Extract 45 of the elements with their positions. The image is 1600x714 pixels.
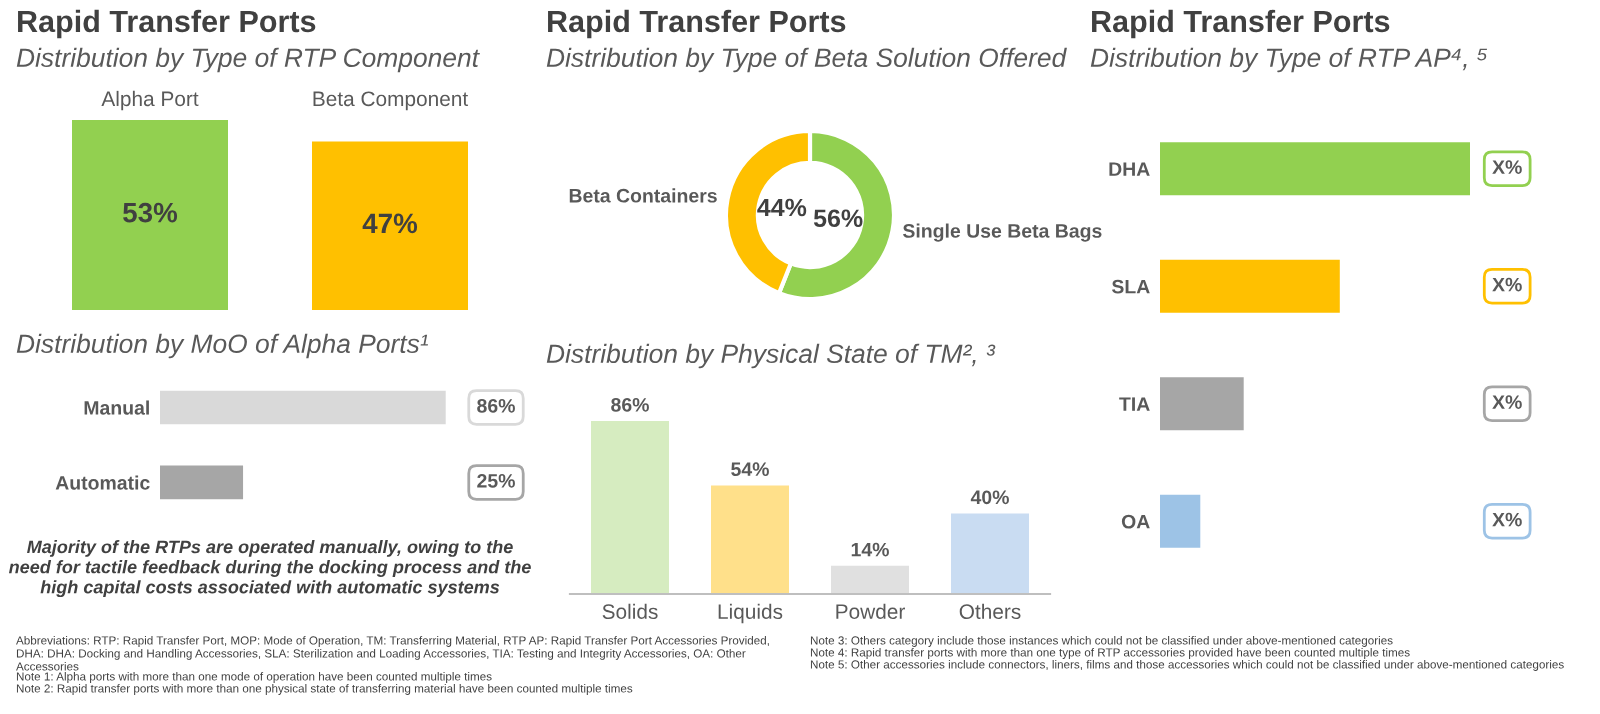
slice-label: Single Use Beta Bags	[902, 223, 1102, 242]
y-tick-label: Manual	[84, 400, 149, 415]
text: X%	[1492, 395, 1522, 409]
chart-subtitle: Distribution by Type of RTP AP⁴, ⁵	[1090, 47, 1488, 73]
chart-subtitle: Distribution by Type of RTP Component	[16, 47, 480, 73]
x-tick-label: Powder	[836, 603, 905, 620]
data-label: 14%	[851, 542, 889, 557]
data-label: 54%	[731, 462, 769, 477]
data-label: 40%	[970, 490, 1009, 505]
chart-subtitle: Distribution by Type of Beta Solution Offered	[546, 47, 1067, 73]
x-tick-label: Solids	[602, 603, 658, 620]
text: X%	[1492, 277, 1522, 292]
x-tick-label: Liquids	[718, 603, 783, 624]
y-tick-label: OA	[1121, 514, 1150, 529]
bar	[711, 485, 789, 594]
bar	[951, 513, 1029, 594]
bar	[591, 421, 669, 594]
y-tick-label: Automatic	[55, 475, 150, 490]
x-tick-label: Others	[959, 603, 1021, 620]
chart-title: Rapid Transfer Ports	[18, 9, 316, 39]
data-label: 86%	[611, 397, 649, 412]
bar	[1160, 259, 1340, 313]
data-label: 56%	[813, 209, 863, 228]
data-label: 44%	[757, 198, 807, 217]
data-label: 86%	[477, 398, 515, 413]
data-label: 53%	[123, 202, 178, 223]
y-tick-label: TIA	[1119, 397, 1150, 411]
text: Majority of the RTPs are operated manually, owing to the need for tactile feedback during the docking process and the high capital costs associated with automatic systems	[8, 540, 531, 598]
chart-subtitle: Distribution by Physical State of TM², ³	[546, 343, 996, 369]
x-tick-label: Alpha Port	[101, 90, 199, 111]
slice-label: Beta Containers	[569, 188, 717, 203]
bar	[831, 565, 909, 594]
data-label: 25%	[477, 473, 515, 488]
chart-subtitle: Distribution by MoO of Alpha Ports¹	[16, 333, 429, 359]
data-label: 47%	[362, 213, 418, 234]
x-tick-label: Beta Component	[313, 91, 469, 111]
y-tick-label: DHA	[1109, 162, 1150, 176]
bar	[1160, 142, 1470, 196]
chart-title: Rapid Transfer Ports	[548, 9, 846, 39]
chart-title: Rapid Transfer Ports	[1092, 9, 1390, 39]
bar	[1160, 377, 1244, 431]
text: X%	[1492, 160, 1522, 174]
bar	[1160, 494, 1201, 548]
y-tick-label: SLA	[1111, 279, 1150, 294]
text: X%	[1492, 512, 1522, 527]
